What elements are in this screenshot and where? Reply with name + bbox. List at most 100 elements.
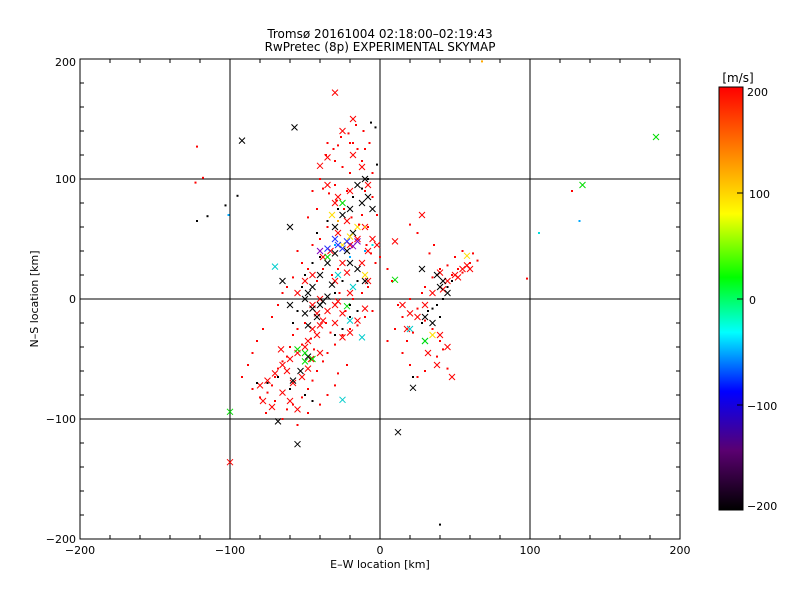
data-point-dot bbox=[301, 262, 303, 264]
data-point-cross bbox=[316, 349, 324, 357]
data-point-cross bbox=[339, 199, 346, 207]
data-point-cross bbox=[361, 175, 369, 183]
data-point-dot bbox=[346, 190, 348, 192]
data-point-dot bbox=[337, 268, 339, 270]
data-point-dot bbox=[367, 286, 369, 288]
data-point-dot bbox=[292, 403, 294, 406]
data-point-dot bbox=[313, 348, 315, 351]
data-point-dot bbox=[286, 355, 288, 358]
data-point-dot bbox=[341, 328, 344, 330]
data-point-dot bbox=[371, 310, 374, 312]
data-point-cross bbox=[334, 241, 342, 249]
data-point-dot bbox=[202, 176, 204, 179]
data-point-dot bbox=[343, 208, 345, 210]
data-point-cross bbox=[334, 229, 342, 237]
y-tick-label: 200 bbox=[55, 56, 76, 69]
data-point-dot bbox=[281, 418, 284, 420]
data-point-dot bbox=[386, 340, 389, 342]
data-point-dot bbox=[286, 408, 288, 411]
data-point-cross bbox=[361, 271, 369, 279]
data-point-cross bbox=[369, 235, 376, 243]
x-tick-label: 0 bbox=[377, 544, 384, 557]
data-point-dot bbox=[391, 280, 393, 282]
data-point-dot bbox=[316, 280, 318, 282]
data-point-dot bbox=[376, 214, 378, 216]
data-point-cross bbox=[331, 223, 339, 231]
data-point-cross bbox=[361, 305, 369, 312]
data-point-dot bbox=[346, 364, 348, 366]
data-point-cross bbox=[349, 242, 357, 250]
data-point-dot bbox=[256, 382, 258, 384]
data-point-cross bbox=[421, 337, 429, 345]
y-axis-label: N–S location [km] bbox=[28, 250, 41, 347]
y-tick-labels: −200 −100 0 100 200 bbox=[46, 56, 76, 546]
data-point-dot bbox=[416, 232, 419, 234]
colorbar-tick-label: 100 bbox=[749, 188, 770, 201]
data-point-dot bbox=[334, 160, 336, 162]
data-point-dot bbox=[334, 184, 336, 186]
data-point-dot bbox=[340, 136, 342, 138]
data-point-dot bbox=[307, 268, 309, 270]
data-point-cross bbox=[358, 259, 366, 267]
axis-ticks bbox=[79, 58, 681, 540]
data-point-dot bbox=[266, 382, 269, 384]
data-point-dot bbox=[331, 274, 333, 276]
data-point-dot bbox=[379, 256, 381, 258]
data-point-dot bbox=[433, 244, 435, 246]
data-point-dot bbox=[431, 307, 434, 310]
data-point-dot bbox=[436, 355, 438, 358]
data-point-cross bbox=[301, 277, 309, 285]
data-point-cross bbox=[361, 277, 369, 285]
data-point-cross bbox=[291, 124, 298, 131]
data-point-cross bbox=[466, 265, 474, 273]
data-point-dot bbox=[274, 376, 276, 378]
data-point-dot bbox=[361, 187, 363, 190]
data-point-dot bbox=[325, 154, 327, 156]
data-point-cross bbox=[436, 283, 444, 291]
x-axis-label: E–W location [km] bbox=[330, 558, 430, 571]
data-point-dot bbox=[371, 196, 374, 198]
data-point-dot bbox=[311, 400, 314, 402]
data-point-cross bbox=[331, 250, 339, 257]
data-point-cross bbox=[289, 377, 297, 384]
x-tick-label: −100 bbox=[215, 544, 245, 557]
data-point-cross bbox=[349, 115, 357, 123]
data-point-dot bbox=[319, 178, 321, 180]
data-point-cross bbox=[346, 329, 354, 336]
data-point-dot bbox=[241, 376, 243, 378]
data-point-cross bbox=[349, 151, 357, 159]
data-point-cross bbox=[459, 265, 466, 273]
data-point-dot bbox=[307, 216, 309, 219]
data-point-cross bbox=[301, 349, 309, 357]
data-point-dot bbox=[286, 286, 288, 288]
data-point-cross bbox=[373, 241, 381, 249]
data-point-cross bbox=[238, 137, 246, 144]
data-point-dot bbox=[325, 322, 327, 324]
data-point-dot bbox=[409, 364, 411, 366]
data-point-dot bbox=[436, 304, 438, 306]
data-point-dot bbox=[307, 388, 309, 390]
data-point-cross bbox=[324, 253, 331, 261]
data-point-dot bbox=[326, 394, 329, 396]
data-point-cross bbox=[454, 274, 462, 281]
data-point-cross bbox=[319, 298, 327, 305]
data-point-dot bbox=[329, 331, 332, 334]
data-point-cross bbox=[433, 271, 441, 279]
data-point-cross bbox=[298, 373, 306, 381]
data-point-dot bbox=[326, 220, 329, 222]
data-point-cross bbox=[259, 397, 267, 405]
data-point-dot bbox=[371, 244, 374, 246]
data-point-dot bbox=[476, 259, 479, 262]
data-point-cross bbox=[436, 331, 444, 339]
data-point-dot bbox=[356, 280, 359, 282]
data-point-dot bbox=[362, 130, 365, 132]
chart-title: Tromsø 20161004 02:18:00–02:19:43 bbox=[266, 27, 492, 41]
data-point-cross bbox=[309, 325, 316, 333]
data-point-dot bbox=[350, 216, 353, 219]
data-point-cross bbox=[444, 289, 451, 297]
data-point-dot bbox=[334, 292, 336, 294]
data-point-cross bbox=[399, 301, 406, 309]
data-point-dot bbox=[424, 370, 426, 372]
data-point-dot bbox=[355, 124, 357, 126]
